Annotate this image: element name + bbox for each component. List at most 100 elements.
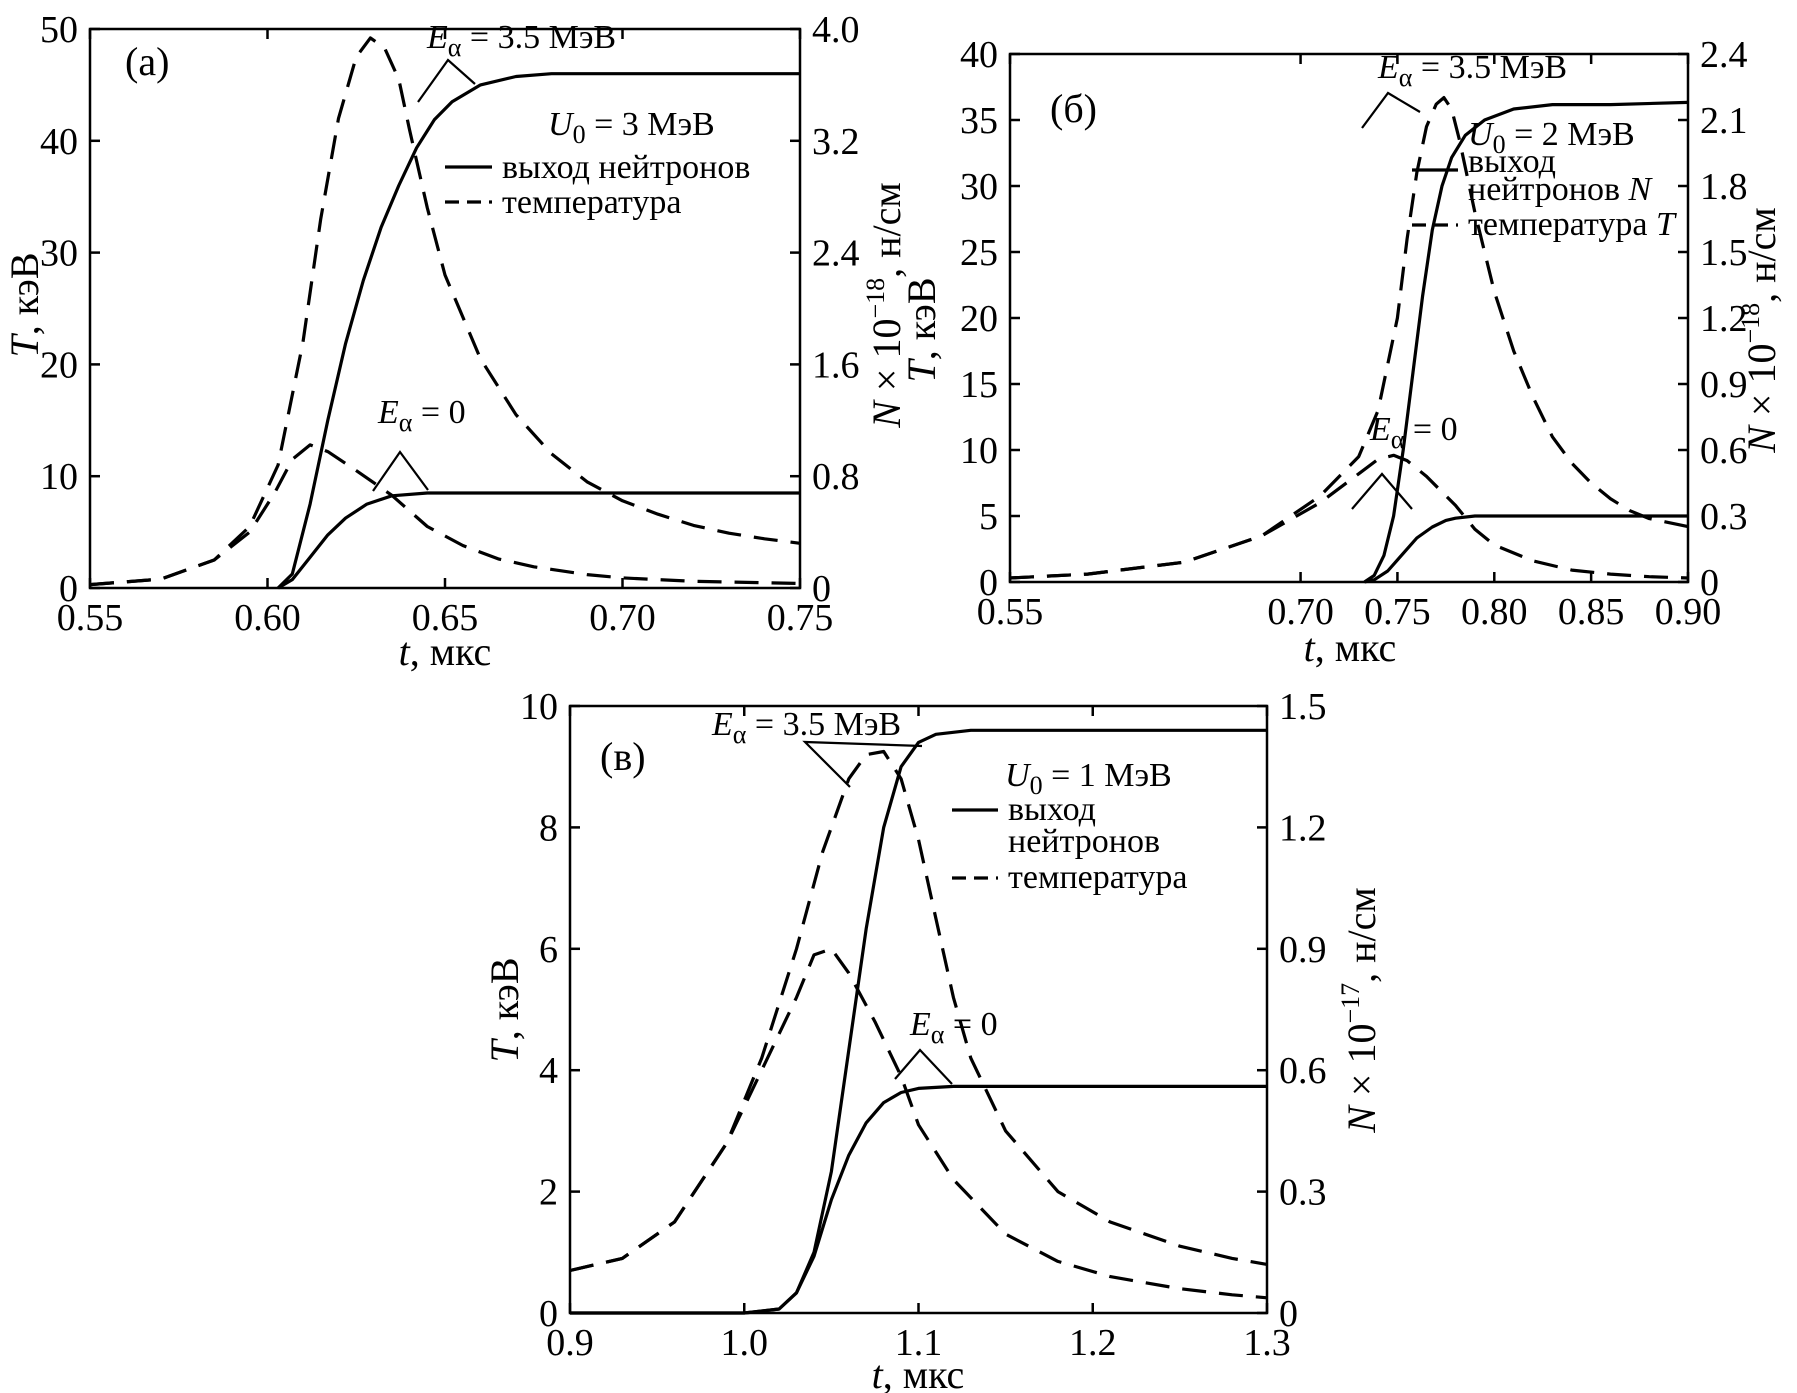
- panel-b-series-2-N-solid: [1363, 100, 1689, 584]
- panel-c-series: [569, 728, 1268, 1315]
- panel-a-x-tick-label: 0.75: [767, 597, 834, 639]
- panel-a-legend-dashed-label: температура: [502, 184, 681, 221]
- panel-b-annotation-alpha-0: Eα = 0: [1369, 411, 1458, 454]
- panel-a-y2-tick-label: 1.6: [812, 344, 860, 386]
- panel-b-y2-tick-label: 0.9: [1700, 364, 1748, 406]
- panel-b-annotation-alpha-3.5: Eα = 3.5 МэВ: [1377, 49, 1567, 92]
- panel-b-y2-tick-label: 0: [1700, 562, 1719, 604]
- panel-a-x-tick-label: 0.65: [412, 597, 479, 639]
- panel-c-y2-axis-label: N × 10−17, н/см: [1336, 887, 1384, 1134]
- panel-c-y-tick-label: 2: [539, 1172, 558, 1214]
- panel-b-x-tick-label: 0.85: [1558, 591, 1625, 633]
- panel-c-y-tick-label: 0: [539, 1293, 558, 1335]
- panel-c-label: (в): [600, 734, 646, 779]
- panel-a-x-axis-label: t, мкс: [399, 629, 492, 674]
- panel-b-y2-tick-label: 1.5: [1700, 232, 1748, 274]
- panel-b-chart: 0.55 0.70 0.75 0.80 0.85 0.90 051015202530354…: [899, 34, 1784, 670]
- panel-a-y2-tick-label: 0.8: [812, 456, 860, 498]
- panel-b-label: (б): [1050, 86, 1097, 131]
- panel-c-y2-ticks: 0 0.3 0.6 0.9 1.2 1.5: [1257, 686, 1327, 1335]
- panel-b-x-tick-label: 0.55: [977, 591, 1044, 633]
- panel-a-y-axis-label: T, кэВ: [2, 252, 47, 357]
- panel-b-y-tick-label: 20: [960, 298, 998, 340]
- panel-c-y2-tick-label: 0.6: [1279, 1050, 1327, 1092]
- panel-a-annotation-alpha-3.5: Eα = 3.5 МэВ: [426, 19, 616, 62]
- panel-b-y2-tick-label: 2.1: [1700, 100, 1748, 142]
- panel-b-series-3-N-solid: [1364, 514, 1688, 584]
- panel-c-legend-param: U0 = 1 МэВ: [1005, 757, 1172, 800]
- panel-c-y2-tick-label: 1.2: [1279, 807, 1327, 849]
- panel-b-annotation-arrow-high: [1361, 91, 1421, 129]
- panel-b-y-tick-label: 10: [960, 430, 998, 472]
- panel-b-y2-tick-label: 0.3: [1700, 496, 1748, 538]
- panel-a-x-tick-label: 0.55: [57, 597, 124, 639]
- panel-c-x-tick-label: 0.9: [546, 1322, 594, 1364]
- panel-c-x-axis-label: t, мкс: [872, 1352, 965, 1393]
- panel-a-series-0-T-dashed: [89, 36, 801, 587]
- panel-a-y-tick-label: 10: [40, 456, 78, 498]
- panel-b-y2-tick-label: 1.8: [1700, 166, 1748, 208]
- panel-a-x-tick-label: 0.60: [234, 597, 301, 639]
- panel-b-y2-axis-label: N × 10−18, н/см: [1736, 207, 1784, 454]
- panel-a-legend-param: U0 = 3 МэВ: [548, 106, 715, 149]
- panel-c-y-axis-label: T, кэВ: [482, 957, 527, 1062]
- panel-a-y2-tick-label: 4.0: [812, 9, 860, 51]
- panel-b-y2-tick-label: 2.4: [1700, 34, 1748, 76]
- panel-b-y2-tick-label: 0.6: [1700, 430, 1748, 472]
- panel-a-y-tick-label: 40: [40, 121, 78, 163]
- panel-b-y2-tick-label: 1.2: [1700, 298, 1748, 340]
- panel-a-y2-tick-label: 3.2: [812, 121, 860, 163]
- panel-a-y2-ticks: 0 0.8 1.6 2.4 3.2 4.0: [790, 9, 860, 610]
- panel-c-y2-tick-label: 0: [1279, 1293, 1298, 1335]
- panel-a-y-tick-label: 20: [40, 344, 78, 386]
- panel-a-y2-tick-label: 0: [812, 568, 831, 610]
- panel-a-series: [89, 36, 801, 590]
- panel-b-y-tick-label: 5: [979, 496, 998, 538]
- panel-c-y2-tick-label: 1.5: [1279, 686, 1327, 728]
- panel-c-x-tick-label: 1.2: [1069, 1322, 1117, 1364]
- panel-c-y-tick-label: 8: [539, 807, 558, 849]
- panel-c-legend-solid-label-2: нейтронов: [1008, 823, 1160, 860]
- panel-b-x-tick-label: 0.75: [1364, 591, 1431, 633]
- panel-a-chart: 0.55 0.60 0.65 0.70 0.75 0 10 20 30 40 50 0 0.8 1.6…: [2, 9, 909, 674]
- panel-b-legend-solid-label-1: выход: [1468, 143, 1556, 180]
- panel-b-legend: U0 = 2 МэВ выход нейтронов N температура…: [1412, 116, 1677, 243]
- panel-c-y-tick-label: 10: [520, 686, 558, 728]
- panel-b-y-tick-label: 15: [960, 364, 998, 406]
- panel-b-x-ticks: 0.55 0.70 0.75 0.80 0.85 0.90: [977, 54, 1721, 633]
- panel-a-series-1-T-dashed: [89, 443, 801, 587]
- panel-c-x-tick-label: 1.0: [721, 1322, 769, 1364]
- panel-a-legend-solid-label: выход нейтронов: [502, 149, 750, 186]
- panel-c-legend: U0 = 1 МэВ выход нейтронов температура: [952, 757, 1187, 896]
- panel-b-x-tick-label: 0.70: [1267, 591, 1334, 633]
- panel-c-y2-tick-label: 0.9: [1279, 929, 1327, 971]
- panel-b-x-axis-label: t, мкс: [1304, 625, 1397, 670]
- panel-a-y2-tick-label: 2.4: [812, 233, 860, 275]
- panel-c-y2-tick-label: 0.3: [1279, 1172, 1327, 1214]
- panel-c-chart: 0.9 1.0 1.1 1.2 1.3 0 2 4 6 8 10 0 0.3 0.6 0.9 1.2 1.5…: [482, 686, 1384, 1393]
- panel-a-label: (а): [125, 39, 169, 84]
- panel-a-annotation-alpha-0: Eα = 0: [377, 394, 466, 437]
- panel-a-series-2-N-solid: [276, 72, 800, 590]
- panel-c-series-3-N-solid: [570, 1084, 1267, 1315]
- panel-c-annotation-alpha-3.5: Eα = 3.5 МэВ: [711, 706, 901, 749]
- panel-b-y-ticks: 0 5 10 15 20 25 30 35 40: [960, 34, 1020, 604]
- panel-a-y-ticks: 0 10 20 30 40 50: [40, 9, 100, 610]
- panel-c-x-tick-label: 1.3: [1243, 1322, 1291, 1364]
- panel-a-y-tick-label: 50: [40, 9, 78, 51]
- panel-c-x-ticks: 0.9 1.0 1.1 1.2 1.3: [546, 706, 1291, 1364]
- panel-b-y-tick-label: 40: [960, 34, 998, 76]
- panel-a-series-3-N-solid: [277, 491, 800, 590]
- panel-b-annotation-arrow-low: [1351, 472, 1413, 510]
- panel-b-y-tick-label: 30: [960, 166, 998, 208]
- panel-b-legend-param: U0 = 2 МэВ: [1468, 116, 1635, 159]
- panel-c-x-tick-label: 1.1: [895, 1322, 943, 1364]
- panel-c-series-0-T-dashed: [569, 749, 1268, 1273]
- panel-b-series: [1009, 96, 1689, 584]
- panel-c-legend-solid-label-1: выход: [1008, 791, 1096, 828]
- panel-a-annotation-arrow-low: [372, 450, 429, 492]
- panel-b-series-0-T-dashed: [1009, 96, 1689, 580]
- panel-b-legend-dashed-label: температура T: [1468, 206, 1677, 243]
- panel-b-y2-ticks: 0 0.3 0.6 0.9 1.2 1.5 1.8 2.1 2.4: [1678, 34, 1748, 604]
